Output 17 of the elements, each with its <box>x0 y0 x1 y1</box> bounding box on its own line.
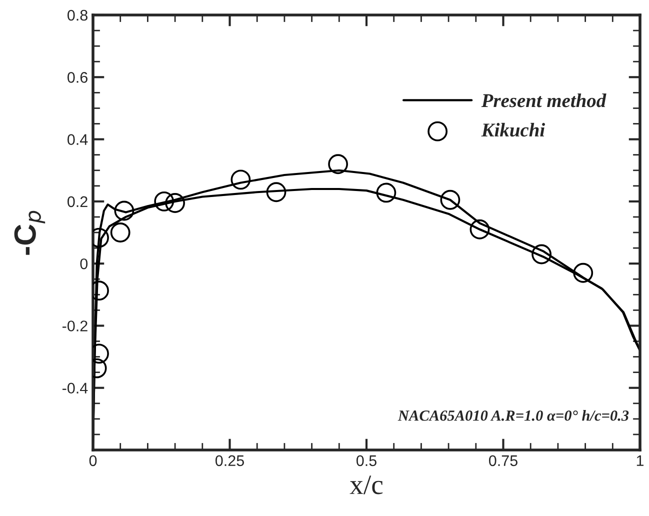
y-tick-label: 0.4 <box>68 134 88 145</box>
x-axis-title: x/c <box>350 476 383 494</box>
y-tick-label: -0.2 <box>62 320 88 332</box>
x-tick-label: 1 <box>636 455 644 466</box>
legend-label: Present method <box>481 94 606 108</box>
x-tick-label: 0.25 <box>215 455 244 466</box>
annotation: NACA65A010 A.R=1.0 α=0° h/c=0.3 <box>398 410 629 421</box>
y-tick-label: 0.6 <box>68 72 88 83</box>
x-tick-label: 0.75 <box>488 455 518 466</box>
y-tick-label: 0.8 <box>68 10 88 21</box>
x-tick-label: 0 <box>89 455 97 466</box>
y-tick-label: 0 <box>80 258 88 270</box>
y-axis-title: -C$_{p}$ <box>14 210 46 255</box>
y-tick-label: -0.4 <box>62 382 88 394</box>
x-tick-label: 0.5 <box>356 455 376 466</box>
legend-label: Kikuchi <box>481 122 545 137</box>
y-tick-label: 0.2 <box>68 196 88 208</box>
